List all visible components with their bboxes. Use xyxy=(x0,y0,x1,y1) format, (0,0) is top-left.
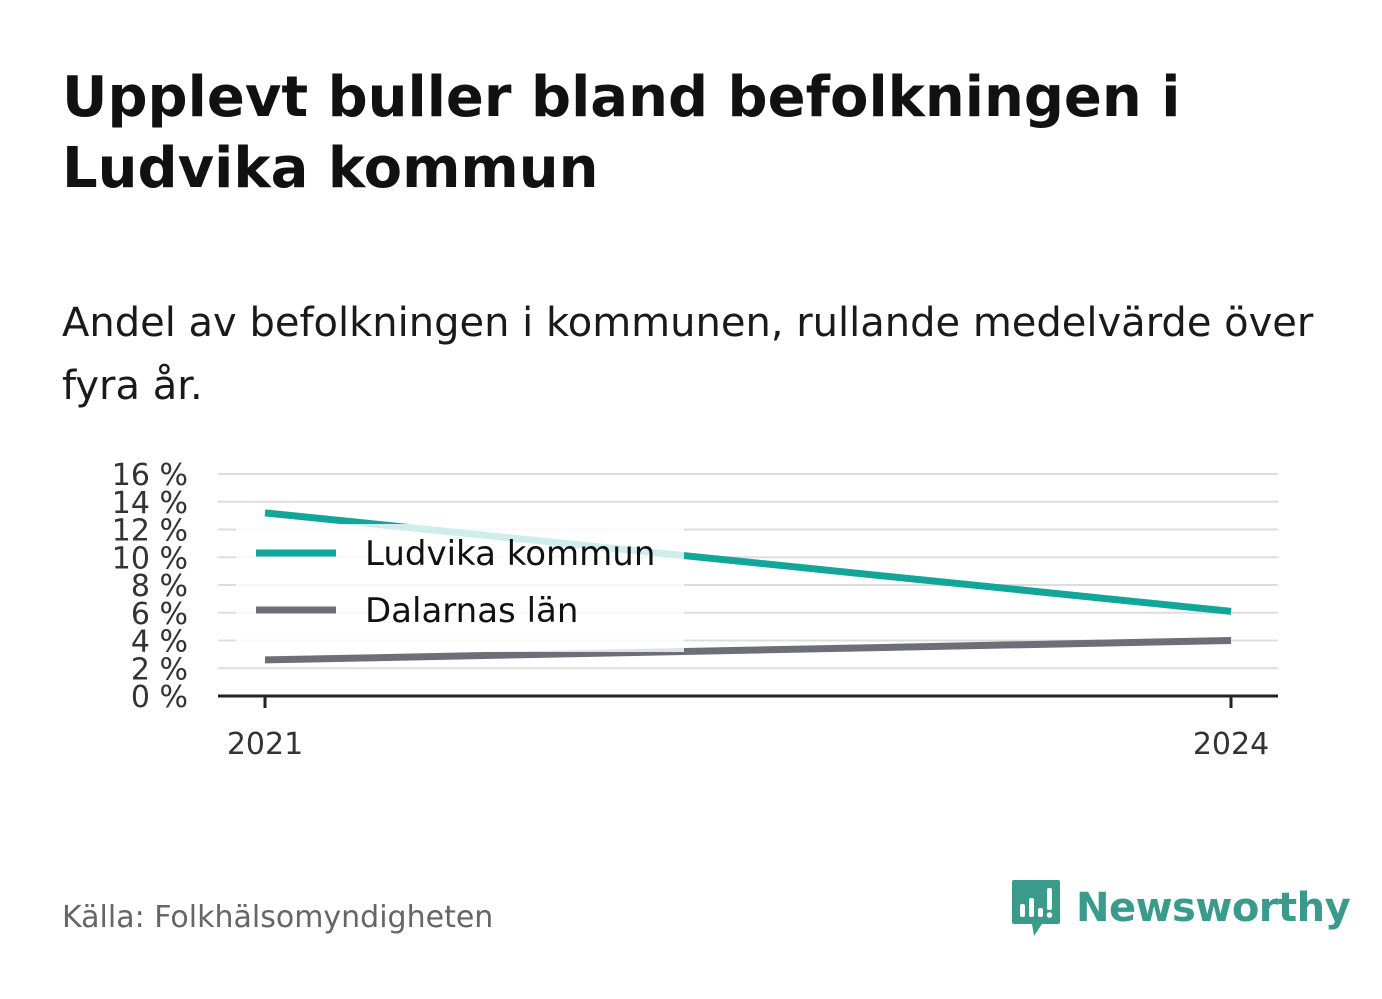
line-chart: 0 %2 %4 %6 %8 %10 %12 %14 %16 % 2021 2024… xyxy=(112,458,1278,762)
x-axis-ticks: 2021 2024 xyxy=(227,696,1269,762)
y-tick-label: 10 % xyxy=(112,541,188,576)
y-tick-label: 16 % xyxy=(112,458,188,493)
y-axis-ticks: 0 %2 %4 %6 %8 %10 %12 %14 %16 % xyxy=(112,458,188,715)
x-tick-label: 2024 xyxy=(1193,727,1269,762)
legend: Ludvika kommun Dalarnas län xyxy=(236,524,684,652)
legend-label: Dalarnas län xyxy=(365,591,578,631)
series-line-1 xyxy=(264,637,1232,664)
legend-background xyxy=(236,524,684,652)
chart-title: Upplevt buller bland befolkningen i Ludv… xyxy=(62,65,1181,201)
y-tick-label: 8 % xyxy=(131,569,188,604)
brand-logo: Newsworthy xyxy=(1010,878,1351,938)
x-tick-label: 2021 xyxy=(227,727,303,762)
legend-label: Ludvika kommun xyxy=(365,534,655,574)
source-note: Källa: Folkhälsomyndigheten xyxy=(62,900,494,935)
y-tick-label: 2 % xyxy=(131,652,188,687)
newsworthy-logo-icon xyxy=(1012,880,1060,936)
brand-name: Newsworthy xyxy=(1076,885,1351,931)
y-tick-label: 4 % xyxy=(131,625,188,660)
y-tick-label: 12 % xyxy=(112,514,188,549)
y-tick-label: 6 % xyxy=(131,597,188,632)
y-tick-label: 0 % xyxy=(131,680,188,715)
chart-subtitle: Andel av befolkningen i kommunen, rullan… xyxy=(62,300,1314,409)
y-tick-label: 14 % xyxy=(112,486,188,521)
